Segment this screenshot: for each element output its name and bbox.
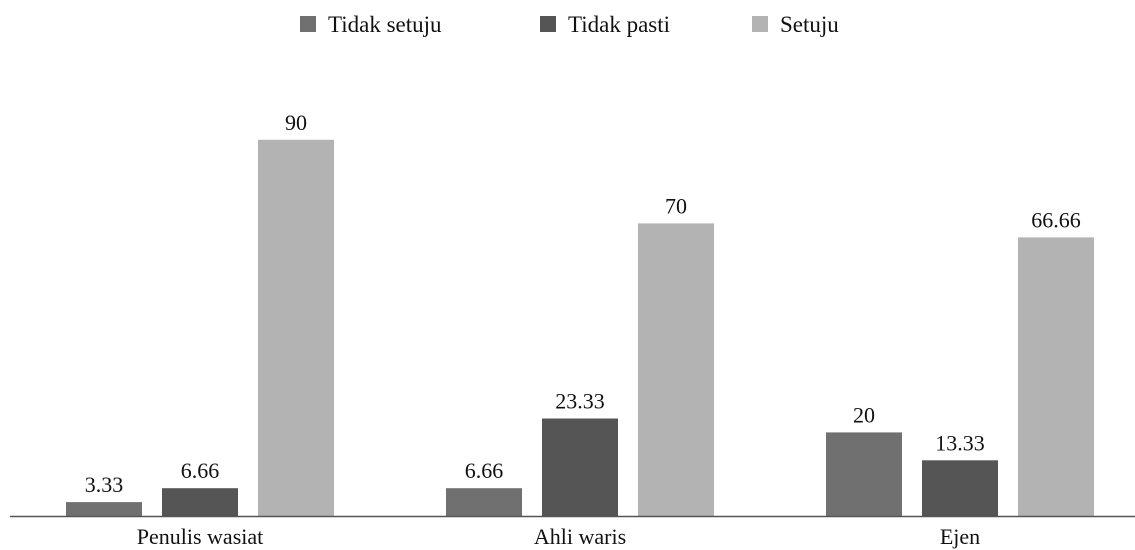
- data-label: 23.33: [555, 389, 605, 414]
- data-label: 90: [285, 110, 307, 135]
- legend-swatch: [752, 16, 768, 32]
- x-tick-label: Ejen: [940, 524, 980, 549]
- data-label: 66.66: [1031, 207, 1081, 232]
- data-label: 6.66: [465, 458, 504, 483]
- legend-label: Tidak pasti: [568, 12, 670, 37]
- data-label: 13.33: [935, 430, 985, 455]
- legend-item: Tidak pasti: [540, 12, 670, 37]
- bar: [922, 460, 998, 516]
- x-tick-label: Ahli waris: [534, 524, 626, 549]
- data-label: 3.33: [85, 472, 124, 497]
- data-label: 70: [665, 193, 687, 218]
- x-axis-tick-labels: Penulis wasiat Ahli waris Ejen: [137, 524, 980, 549]
- chart-data-labels: 3.33 6.66 90 6.66 23.33 70 20 13.33 66.66: [85, 110, 1081, 497]
- bar: [542, 418, 618, 516]
- bar: [258, 139, 334, 517]
- chart-bars: [66, 139, 1094, 517]
- chart-legend: Tidak setuju Tidak pasti Setuju: [300, 12, 839, 37]
- data-label: 20: [853, 402, 875, 427]
- bar: [66, 502, 142, 516]
- legend-swatch: [540, 16, 556, 32]
- legend-swatch: [300, 16, 316, 32]
- bar: [446, 488, 522, 516]
- legend-item: Tidak setuju: [300, 12, 442, 37]
- legend-label: Setuju: [780, 12, 839, 37]
- legend-label: Tidak setuju: [328, 12, 442, 37]
- bar: [826, 432, 902, 516]
- x-tick-label: Penulis wasiat: [137, 524, 264, 549]
- bar: [638, 223, 714, 516]
- legend-item: Setuju: [752, 12, 839, 37]
- bar: [162, 488, 238, 516]
- data-label: 6.66: [181, 458, 220, 483]
- bar: [1018, 237, 1094, 516]
